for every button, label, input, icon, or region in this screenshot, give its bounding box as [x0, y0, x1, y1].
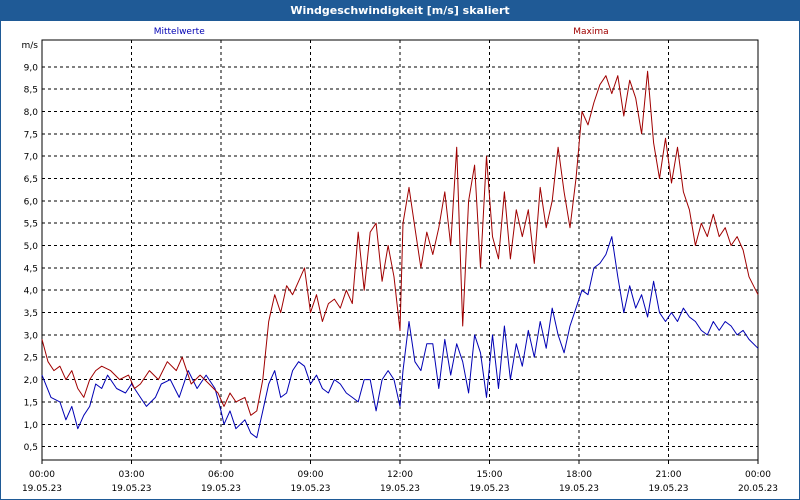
y-tick-label: 2,5 — [24, 354, 38, 364]
x-tick-time-label: 18:00 — [566, 470, 592, 480]
y-tick-label: 8,0 — [24, 108, 39, 118]
y-tick-label: 3,5 — [24, 309, 38, 319]
plot-frame — [41, 39, 759, 461]
chart-axes — [41, 39, 759, 464]
x-tick-date-label: 19.05.23 — [111, 484, 151, 494]
chart-grid — [42, 40, 758, 460]
y-tick-label: 0,5 — [24, 443, 38, 453]
y-tick-label: 7,5 — [24, 130, 38, 140]
y-tick-label: 6,5 — [24, 175, 38, 185]
y-tick-label: 9,0 — [24, 63, 39, 73]
y-tick-label: 1,5 — [24, 398, 38, 408]
x-tick-time-label: 12:00 — [387, 470, 413, 480]
x-tick-date-label: 19.05.23 — [380, 484, 420, 494]
y-tick-label: 1,0 — [24, 421, 39, 431]
x-tick-time-label: 09:00 — [298, 470, 324, 480]
legend-label-mittelwerte: Mittelwerte — [154, 27, 205, 37]
x-tick-date-label: 20.05.23 — [738, 484, 778, 494]
window-title: Windgeschwindigkeit [m/s] skaliert — [1, 1, 799, 21]
y-tick-label: 2,0 — [24, 376, 39, 386]
x-tick-date-label: 19.05.23 — [290, 484, 330, 494]
x-tick-date-label: 19.05.23 — [648, 484, 688, 494]
x-tick-time-label: 06:00 — [208, 470, 234, 480]
y-tick-label: 5,0 — [24, 242, 39, 252]
x-tick-date-label: 19.05.23 — [469, 484, 509, 494]
series-line-mittelwerte — [41, 236, 759, 439]
y-tick-label: 8,5 — [24, 86, 38, 96]
x-tick-time-label: 00:00 — [745, 470, 771, 480]
y-tick-label: 4,5 — [24, 264, 38, 274]
y-tick-label: 6,0 — [24, 197, 39, 207]
y-tick-label: 4,0 — [24, 287, 39, 297]
wind-speed-chart: 0,5 1,0 1,5 2,0 2,5 3,0 3,5 4,0 4,5 5,0 5,5 6,0 6,5 7… — [22, 27, 779, 494]
x-tick-time-label: 03:00 — [119, 470, 145, 480]
y-tick-label: 7,0 — [24, 153, 39, 163]
x-tick-time-label: 21:00 — [656, 470, 682, 480]
series-line-maxima — [41, 70, 759, 416]
legend-label-maxima: Maxima — [573, 27, 608, 37]
x-tick-date-label: 19.05.23 — [201, 484, 241, 494]
x-tick-time-label: 00:00 — [29, 470, 55, 480]
chart-series — [41, 70, 759, 439]
y-tick-label: 3,0 — [24, 331, 39, 341]
chart-labels: 0,5 1,0 1,5 2,0 2,5 3,0 3,5 4,0 4,5 5,0 5,5 6,0 6,5 7… — [22, 27, 779, 494]
x-tick-date-label: 19.05.23 — [559, 484, 599, 494]
y-axis-unit-label: m/s — [22, 41, 39, 51]
y-tick-label: 5,5 — [24, 220, 38, 230]
x-tick-date-label: 19.05.23 — [22, 484, 62, 494]
x-tick-time-label: 15:00 — [477, 470, 503, 480]
